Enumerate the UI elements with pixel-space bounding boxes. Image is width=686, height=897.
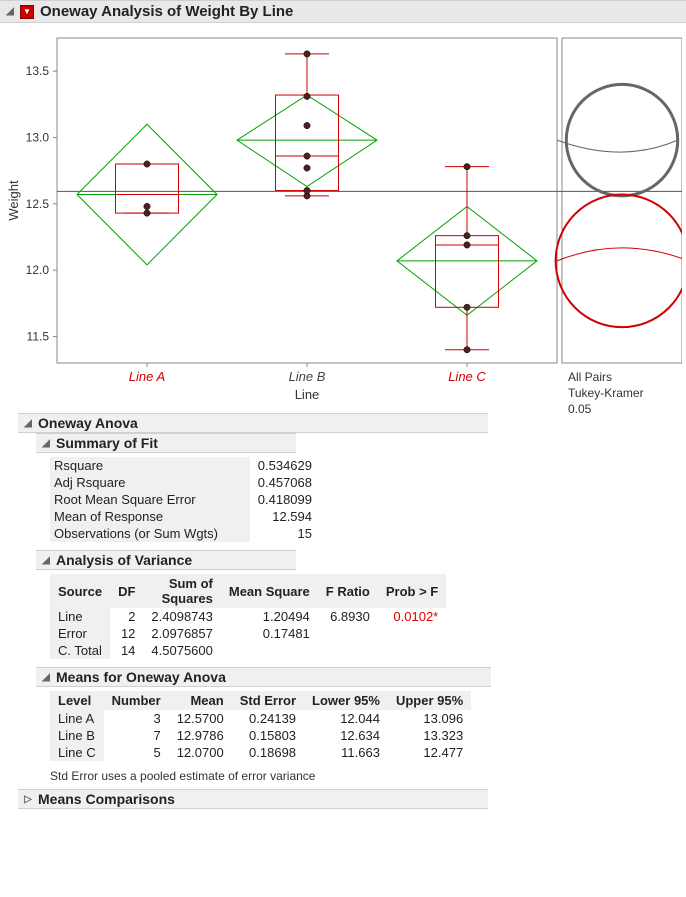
aov-cell	[378, 642, 446, 659]
aov-table: SourceDFSum ofSquaresMean SquareF RatioP…	[50, 574, 446, 659]
aov-cell: C. Total	[50, 642, 110, 659]
comparisons-header[interactable]: ▷ Means Comparisons	[18, 789, 488, 809]
aov-header-cell: Sum ofSquares	[143, 574, 220, 608]
means-cell: 12.0700	[169, 744, 232, 761]
disclosure-closed-icon[interactable]: ▷	[22, 793, 34, 805]
aov-header-cell: F Ratio	[318, 574, 378, 608]
means-header-cell: Upper 95%	[388, 691, 471, 710]
svg-text:Line A: Line A	[129, 369, 165, 384]
svg-text:Line B: Line B	[289, 369, 326, 384]
summary-title: Summary of Fit	[56, 435, 158, 451]
aov-cell: 1.20494	[221, 608, 318, 625]
aov-cell	[221, 642, 318, 659]
means-cell: 13.096	[388, 710, 471, 727]
aov-header-cell: Source	[50, 574, 110, 608]
aov-header-cell: DF	[110, 574, 143, 608]
means-footnote: Std Error uses a pooled estimate of erro…	[50, 769, 686, 783]
means-header[interactable]: ◢ Means for Oneway Anova	[36, 667, 491, 687]
disclosure-open-icon[interactable]: ◢	[40, 554, 52, 566]
aov-cell	[378, 625, 446, 642]
means-title: Means for Oneway Anova	[56, 669, 226, 685]
summary-value: 0.418099	[250, 491, 320, 508]
aov-header[interactable]: ◢ Analysis of Variance	[36, 550, 296, 570]
aov-cell: 12	[110, 625, 143, 642]
aov-cell: 0.0102*	[378, 608, 446, 625]
means-cell: Line C	[50, 744, 104, 761]
summary-label: Rsquare	[50, 457, 250, 474]
aov-cell: 2.4098743	[143, 608, 220, 625]
means-cell: 12.5700	[169, 710, 232, 727]
means-table: LevelNumberMeanStd ErrorLower 95%Upper 9…	[50, 691, 471, 761]
aov-cell: 6.8930	[318, 608, 378, 625]
means-cell: 12.634	[304, 727, 388, 744]
svg-text:All Pairs: All Pairs	[568, 370, 612, 384]
summary-value: 12.594	[250, 508, 320, 525]
comparisons-title: Means Comparisons	[38, 791, 175, 807]
svg-text:11.5: 11.5	[27, 329, 50, 343]
means-cell: 3	[104, 710, 169, 727]
disclosure-open-icon[interactable]: ◢	[40, 671, 52, 683]
aov-title: Analysis of Variance	[56, 552, 192, 568]
aov-header-cell: Prob > F	[378, 574, 446, 608]
svg-text:Tukey-Kramer: Tukey-Kramer	[568, 386, 644, 400]
means-cell: 5	[104, 744, 169, 761]
summary-value: 15	[250, 525, 320, 542]
main-section-header[interactable]: ◢ ▼ Oneway Analysis of Weight By Line	[0, 0, 686, 23]
means-header-cell: Level	[50, 691, 104, 710]
means-cell: 0.18698	[232, 744, 304, 761]
summary-header[interactable]: ◢ Summary of Fit	[36, 433, 296, 453]
aov-cell: 0.17481	[221, 625, 318, 642]
svg-text:13.5: 13.5	[26, 64, 50, 78]
svg-text:Weight: Weight	[6, 180, 21, 221]
summary-label: Adj Rsquare	[50, 474, 250, 491]
means-cell: 7	[104, 727, 169, 744]
means-cell: 11.663	[304, 744, 388, 761]
summary-value: 0.457068	[250, 474, 320, 491]
svg-text:0.05: 0.05	[568, 402, 592, 413]
means-cell: 12.477	[388, 744, 471, 761]
disclosure-open-icon[interactable]: ◢	[22, 417, 34, 429]
aov-header-cell: Mean Square	[221, 574, 318, 608]
summary-label: Observations (or Sum Wgts)	[50, 525, 250, 542]
svg-text:13.0: 13.0	[26, 130, 50, 144]
aov-cell	[318, 625, 378, 642]
summary-label: Root Mean Square Error	[50, 491, 250, 508]
means-cell: Line A	[50, 710, 104, 727]
aov-cell: Line	[50, 608, 110, 625]
disclosure-open-icon[interactable]: ◢	[40, 437, 52, 449]
anova-header[interactable]: ◢ Oneway Anova	[18, 413, 488, 433]
means-cell: 12.9786	[169, 727, 232, 744]
means-cell: 0.24139	[232, 710, 304, 727]
svg-text:12.5: 12.5	[26, 197, 50, 211]
summary-value: 0.534629	[250, 457, 320, 474]
means-header-cell: Lower 95%	[304, 691, 388, 710]
means-header-cell: Number	[104, 691, 169, 710]
aov-cell: 2.0976857	[143, 625, 220, 642]
aov-cell: 14	[110, 642, 143, 659]
disclosure-open-icon[interactable]: ◢	[4, 6, 16, 18]
svg-text:Line: Line	[295, 387, 320, 402]
aov-cell: 4.5075600	[143, 642, 220, 659]
oneway-chart: 11.5 12.0 12.5 13.0 13.5 Weight Line A Line B Li…	[2, 23, 682, 413]
means-cell: 13.323	[388, 727, 471, 744]
means-cell: 0.15803	[232, 727, 304, 744]
means-header-cell: Std Error	[232, 691, 304, 710]
means-cell: Line B	[50, 727, 104, 744]
svg-text:Line C: Line C	[448, 369, 486, 384]
summary-label: Mean of Response	[50, 508, 250, 525]
means-header-cell: Mean	[169, 691, 232, 710]
anova-title: Oneway Anova	[38, 415, 138, 431]
aov-cell	[318, 642, 378, 659]
summary-table: Rsquare0.534629Adj Rsquare0.457068Root M…	[50, 457, 320, 542]
aov-cell: Error	[50, 625, 110, 642]
main-title: Oneway Analysis of Weight By Line	[40, 3, 293, 20]
aov-cell: 2	[110, 608, 143, 625]
svg-text:12.0: 12.0	[26, 263, 50, 277]
red-triangle-menu-icon[interactable]: ▼	[20, 5, 34, 19]
means-cell: 12.044	[304, 710, 388, 727]
